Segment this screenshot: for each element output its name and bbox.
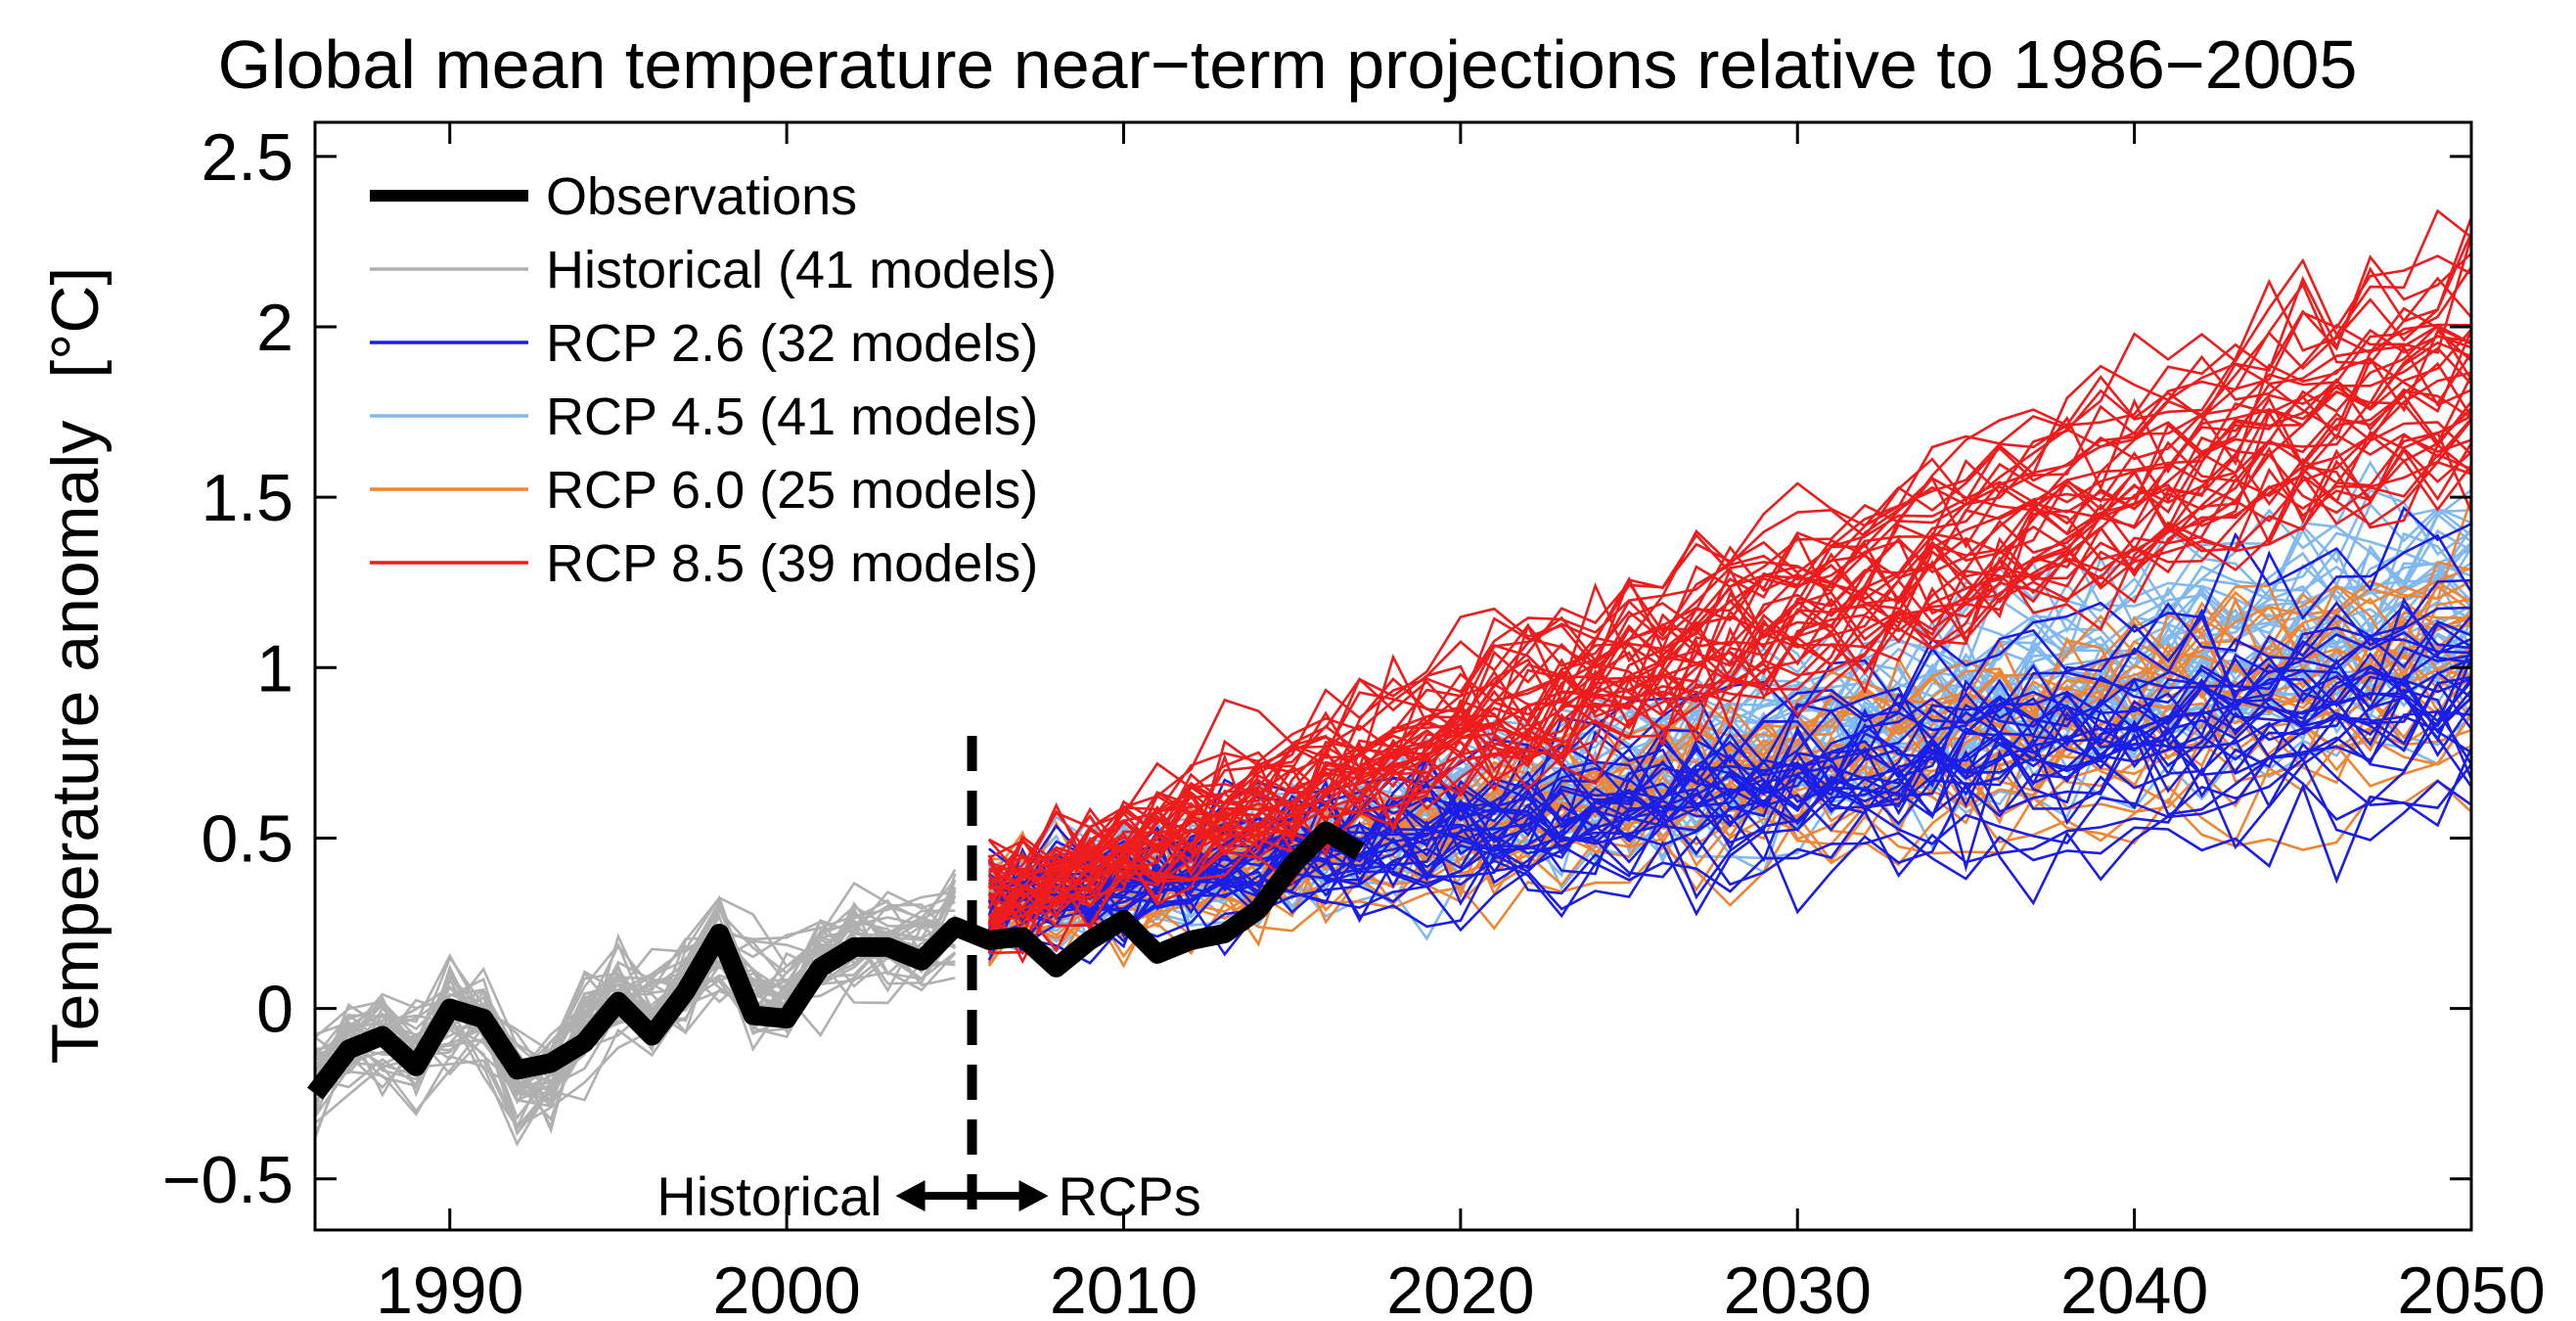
rcp-model-line [987,681,2473,949]
period-annotation: Historical RCPs [656,1165,1201,1227]
rcp-model-line [987,442,2472,952]
x-tick-label: 2040 [2060,1253,2208,1321]
x-tick-label: 2050 [2397,1253,2545,1321]
rcp-model-line [988,756,2472,965]
rcp-model-line [987,675,2472,926]
rcp-model-line [987,658,2472,944]
rcp-model-line [987,763,2473,957]
legend-label: RCP 8.5 (39 models) [546,534,1038,593]
historical-model-line [314,958,956,1137]
x-tick-label: 2010 [1050,1253,1198,1321]
rcp-model-line [988,707,2473,927]
svg-text:Temperature anomaly [°C]: Temperature anomaly [°C] [38,267,113,1065]
rcp-model-line [988,208,2472,887]
y-tick-label: −0.5 [162,1143,294,1217]
plot-frame [313,120,2473,1232]
chart-title: Global mean temperature near−term projec… [218,26,2358,103]
rcp-model-line [987,452,2472,965]
x-axis: 1990 2000 2010 2020 2030 2040 2050 [376,122,2546,1321]
legend-label: RCP 6.0 (25 models) [546,461,1038,520]
x-tick-label: 2000 [712,1253,860,1321]
y-axis-label: Temperature anomaly [°C] [38,267,113,1065]
y-tick-label: 1 [256,631,294,706]
y-tick-label: 2.5 [201,120,294,195]
y-tick-label: 0.5 [201,801,294,876]
rcp-model-line [987,647,2473,929]
y-axis: −0.5 0 0.5 1 1.5 2 2.5 [162,120,2471,1217]
y-tick-label: 0 [256,973,294,1047]
rcp-model-line [988,604,2472,889]
rcp-model-line [988,329,2472,938]
rcp-model-line [988,361,2473,904]
rcp-model-line [988,696,2473,941]
legend-label: Historical (41 models) [546,241,1057,299]
rcp-model-line [987,460,2472,934]
double-arrow-icon [895,1180,1049,1212]
rcp-model-line [988,442,2473,928]
legend-label: RCP 2.6 (32 models) [546,314,1038,373]
y-axis-label-unit: [°C] [38,267,113,379]
rcp-model-line [988,324,2472,905]
x-tick-label: 2020 [1386,1253,1534,1321]
rcp-model-line [988,421,2472,898]
legend-label: RCP 4.5 (41 models) [546,387,1038,446]
rcp-model-line [987,393,2472,927]
y-tick-label: 2 [256,291,294,365]
y-tick-label: 1.5 [201,461,294,535]
rcp-model-line [988,630,2472,916]
rcp-model-line [987,329,2473,934]
annotation-rcps: RCPs [1059,1165,1201,1227]
observations-layer [307,821,1365,1100]
x-tick-label: 1990 [376,1253,523,1321]
rcp-model-line [987,351,2473,927]
legend-label: Observations [546,167,857,226]
annotation-historical: Historical [656,1165,881,1227]
rcp-model-line [987,417,2472,928]
observations-line [307,821,1365,1100]
rcp-model-line [988,431,2473,955]
y-axis-label-text: Temperature anomaly [38,421,113,1065]
legend: Observations Historical (41 models) RCP 2.… [370,167,1057,593]
x-tick-label: 2030 [1724,1253,1872,1321]
